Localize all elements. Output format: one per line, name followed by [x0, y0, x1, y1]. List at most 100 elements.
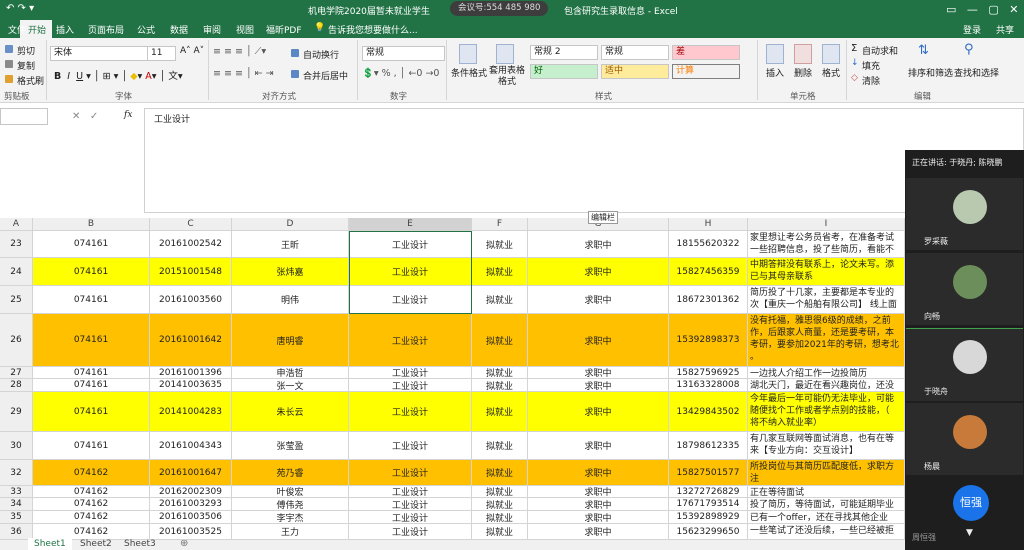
clear[interactable]: 清除 — [862, 77, 881, 87]
cell: 工业设计 — [349, 258, 472, 286]
cell: 求职中 — [528, 286, 669, 314]
cell: 074162 — [33, 524, 150, 540]
formula-input[interactable] — [144, 108, 1024, 213]
ribbon-tab[interactable]: 插入 — [56, 26, 75, 36]
cut[interactable]: 剪切 — [17, 47, 36, 57]
icon — [5, 60, 13, 68]
cell: 求职中 — [528, 379, 669, 392]
cell: 拟就业 — [472, 486, 528, 498]
collapse[interactable]: ▼ — [966, 528, 973, 538]
tab-strip — [0, 19, 1024, 38]
cell: 张莹盈 — [232, 432, 349, 460]
ribbon-tab[interactable]: 页面布局 — [88, 26, 125, 36]
align-buttons[interactable]: ≡ ≡ ≡ │ ⇤ ⇥ — [213, 68, 274, 79]
name-box[interactable] — [0, 108, 48, 125]
cell-note: 中期答辩没有联系上，论文未写。添 已与其母亲联系 — [748, 258, 905, 286]
self-avatar[interactable]: 恒强 — [953, 485, 989, 521]
cell: 工业设计 — [349, 486, 472, 498]
separator — [357, 40, 358, 100]
icon — [291, 49, 299, 57]
group-label: 样式 — [595, 92, 613, 102]
cell: 074162 — [33, 460, 150, 486]
cell-style[interactable]: 差 — [672, 45, 740, 60]
icon — [822, 44, 840, 64]
cell: 拟就业 — [472, 367, 528, 379]
font-name[interactable]: 宋体 — [50, 46, 149, 61]
format-painter[interactable]: 格式刷 — [17, 77, 45, 87]
font-style-buttons[interactable]: B I U ▾ │ ⊞ ▾ │ ◆▾ A▾ │ 文▾ — [54, 71, 183, 82]
cell: 求职中 — [528, 314, 669, 367]
cell-style[interactable]: 常规 2 — [530, 45, 598, 60]
cell-style[interactable]: 常规 — [601, 45, 669, 60]
autosum[interactable]: 自动求和 — [862, 47, 899, 57]
format-as-table[interactable]: 套用表格格式 — [488, 66, 525, 87]
font-grow[interactable]: A˄ A˅ — [180, 46, 205, 56]
align-buttons[interactable]: ≡ ≡ ≡ │ ⟋▾ — [213, 46, 267, 57]
window-controls[interactable]: ▭ — ▢ ✕ — [946, 3, 1019, 16]
cell: 15827501577 — [669, 460, 748, 486]
cell: 求职中 — [528, 511, 669, 524]
quick-access[interactable]: ↶ ↷ ▾ — [6, 3, 35, 14]
delete[interactable]: 删除 — [794, 69, 813, 79]
cell: 求职中 — [528, 367, 669, 379]
cell: 074161 — [33, 392, 150, 432]
cell: 工业设计 — [349, 460, 472, 486]
fx[interactable]: fx — [124, 110, 133, 120]
cell: 074161 — [33, 231, 150, 258]
cell-note: 简历投了十几家，主要都是本专业的 次【重庆一个船舶有限公司】 线上面 — [748, 286, 905, 314]
cell: 17671793514 — [669, 498, 748, 511]
cell: 074161 — [33, 432, 150, 460]
find-select[interactable]: 查找和选择 — [954, 69, 1000, 79]
add-sheet[interactable]: ⊕ — [180, 538, 189, 549]
number-format[interactable]: 常规 — [362, 46, 445, 61]
row-header: 23 — [0, 231, 33, 258]
ribbon-tab[interactable]: 视图 — [236, 26, 255, 36]
cell-note: 正在等待面试 — [748, 486, 905, 498]
ribbon-tab[interactable]: 开始 — [28, 26, 47, 36]
cell: 074161 — [33, 367, 150, 379]
column-header: G — [528, 218, 669, 231]
ribbon-tab[interactable]: 审阅 — [203, 26, 222, 36]
sort-filter[interactable]: 排序和筛选 — [908, 69, 954, 79]
copy[interactable]: 复制 — [17, 62, 36, 72]
cell: 18155620322 — [669, 231, 748, 258]
ribbon-tab[interactable]: 文件 — [8, 26, 27, 36]
cell: 拟就业 — [472, 498, 528, 511]
participant-avatar — [953, 340, 987, 374]
insert[interactable]: 插入 — [766, 69, 785, 79]
merge-center[interactable]: 合并后居中 — [303, 72, 349, 82]
tell-me[interactable]: 告诉我您想要做什么... — [328, 26, 418, 36]
cell-style[interactable]: 好 — [530, 64, 598, 79]
ribbon-tab[interactable]: 公式 — [137, 26, 156, 36]
cell: 工业设计 — [349, 392, 472, 432]
participant-name: 向畅 — [924, 312, 940, 321]
cell-style[interactable]: 适中 — [601, 64, 669, 79]
column-header: F — [472, 218, 528, 231]
formula-buttons[interactable]: ✕ ✓ — [72, 111, 99, 122]
icon: ⇅ — [918, 43, 929, 58]
number-buttons[interactable]: 💲▾ % , │ ←0 →0 — [362, 68, 440, 79]
cell: 求职中 — [528, 392, 669, 432]
ribbon-tab[interactable]: 福昕PDF — [266, 26, 302, 36]
fill[interactable]: 填充 — [862, 62, 881, 72]
note-line: 没有托福，雅思很6级的成绩，之前 — [750, 316, 891, 326]
note-line: 中期答辩没有联系上，论文未写。添 — [750, 260, 895, 270]
share[interactable]: 共享 — [996, 26, 1015, 36]
icon — [291, 70, 299, 78]
note-line: 一些招聘信息，投了些简历，看能不 — [750, 245, 895, 255]
login[interactable]: 登录 — [963, 26, 982, 36]
cell: 074162 — [33, 498, 150, 511]
format[interactable]: 格式 — [822, 69, 841, 79]
sheet-tab[interactable]: Sheet2 — [80, 539, 112, 549]
cell: 20161003560 — [150, 286, 232, 314]
note-line: 将不纳入就业率） — [750, 418, 823, 428]
sheet-tab[interactable]: Sheet3 — [124, 539, 156, 549]
wrap-text[interactable]: 自动换行 — [303, 51, 340, 61]
sheet-tab[interactable]: Sheet1 — [28, 538, 72, 550]
column-header: C — [150, 218, 232, 231]
ribbon-tab[interactable]: 数据 — [170, 26, 189, 36]
cell: 074161 — [33, 379, 150, 392]
font-size[interactable]: 11 — [147, 46, 176, 61]
cell-style[interactable]: 计算 — [672, 64, 740, 79]
conditional-format[interactable]: 条件格式 — [451, 69, 488, 79]
